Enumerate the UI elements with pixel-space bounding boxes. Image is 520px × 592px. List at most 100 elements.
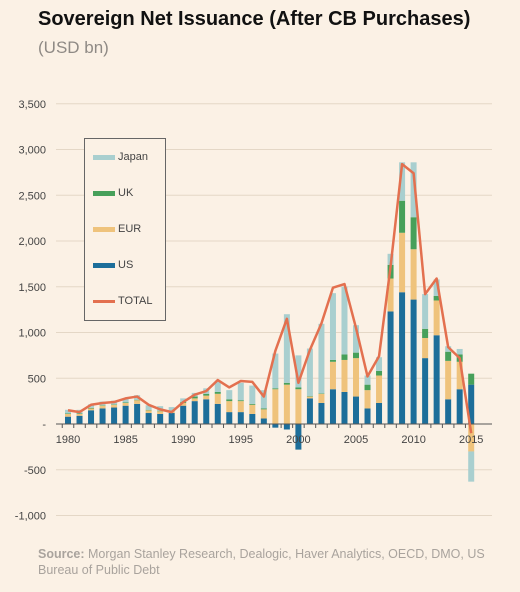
bar-us-1999 bbox=[283, 424, 290, 430]
bar-eur-1992 bbox=[203, 395, 210, 400]
bar-japan-2007 bbox=[376, 357, 383, 371]
bar-eur-1994 bbox=[226, 401, 233, 413]
bar-japan-1987 bbox=[145, 405, 152, 410]
bar-japan-2005 bbox=[353, 325, 359, 353]
x-tick-label: 1990 bbox=[171, 434, 195, 446]
bar-eur-1993 bbox=[214, 393, 221, 404]
bar-us-1980 bbox=[65, 416, 71, 424]
legend-swatch-eur bbox=[93, 226, 115, 232]
bar-us-2007 bbox=[376, 402, 383, 424]
bar-us-2011 bbox=[422, 358, 429, 424]
bar-japan-2006 bbox=[364, 375, 371, 385]
legend-swatch-total bbox=[93, 299, 115, 303]
bar-eur-2011 bbox=[422, 337, 429, 359]
bar-eur-1987 bbox=[145, 410, 152, 414]
bar-uk-1980 bbox=[65, 413, 71, 414]
bar-japan-1997 bbox=[260, 390, 267, 409]
bar-japan-1995 bbox=[237, 382, 244, 401]
x-tick-label: 1985 bbox=[113, 434, 137, 446]
bar-eur-2012 bbox=[433, 300, 440, 336]
bar-eur-2006 bbox=[364, 390, 371, 409]
y-tick-label: 500 bbox=[28, 373, 46, 385]
bar-us-2010 bbox=[410, 299, 417, 424]
y-tick-label: 1,000 bbox=[18, 328, 46, 340]
legend-label-uk: UK bbox=[118, 187, 134, 199]
x-tick-label: 2005 bbox=[344, 434, 368, 446]
bar-eur-1996 bbox=[249, 404, 256, 414]
bar-eur-1997 bbox=[260, 409, 267, 419]
y-tick-label: - bbox=[42, 419, 46, 431]
legend-item-uk: UK bbox=[93, 187, 133, 199]
bar-uk-1996 bbox=[249, 403, 256, 405]
y-tick-label: -500 bbox=[24, 465, 46, 477]
bar-uk-1984 bbox=[111, 404, 118, 405]
bar-japan-1985 bbox=[122, 398, 129, 403]
legend-item-us: US bbox=[93, 259, 133, 271]
legend-label-eur: EUR bbox=[118, 223, 142, 235]
bar-japan-2014 bbox=[456, 348, 463, 355]
y-tick-labels: 3,500 3,000 2,500 2,000 1,500 1,000 500 - -500 -1… bbox=[15, 99, 47, 523]
bar-us-2003 bbox=[329, 389, 336, 424]
bar-us-1998 bbox=[272, 424, 279, 428]
legend-item-total: TOTAL bbox=[93, 295, 152, 307]
bar-eur-1990 bbox=[180, 402, 187, 406]
bar-japan-1998 bbox=[272, 353, 279, 389]
bar-us-2015 bbox=[468, 384, 475, 424]
total-line-path bbox=[67, 162, 473, 434]
bar-japan-1989 bbox=[168, 407, 175, 411]
chart-subtitle: (USD bn) bbox=[38, 38, 109, 57]
bar-japan-2004 bbox=[341, 286, 348, 355]
bar-eur-1984 bbox=[111, 404, 118, 408]
bar-uk-1981 bbox=[76, 413, 83, 414]
x-tick-label: 2015 bbox=[459, 434, 483, 446]
bar-eur-1986 bbox=[134, 400, 141, 404]
bar-eur-2002 bbox=[318, 393, 325, 403]
legend-label-japan: Japan bbox=[118, 151, 148, 163]
bar-japan-2011 bbox=[422, 294, 429, 329]
bar-us-1987 bbox=[145, 413, 152, 424]
bar-uk-2000 bbox=[295, 387, 302, 390]
x-tick-label: 1980 bbox=[56, 434, 80, 446]
bar-uk-1998 bbox=[272, 388, 279, 390]
bar-us-1994 bbox=[226, 412, 233, 424]
bar-japan-1999 bbox=[283, 314, 290, 383]
bar-eur-2000 bbox=[295, 389, 302, 424]
bar-us-2009 bbox=[399, 292, 406, 424]
bar-japan-2010 bbox=[410, 162, 417, 218]
bar-eur-1995 bbox=[237, 401, 244, 413]
bar-uk-2015 bbox=[468, 373, 475, 385]
legend-swatch-japan bbox=[93, 154, 115, 160]
bar-uk-1994 bbox=[226, 399, 233, 402]
bar-uk-2011 bbox=[422, 328, 429, 338]
bar-uk-1995 bbox=[237, 400, 244, 402]
bar-uk-1999 bbox=[283, 382, 290, 385]
bar-us-2014 bbox=[456, 389, 463, 424]
y-tick-label: 2,000 bbox=[18, 236, 46, 248]
bar-us-2013 bbox=[445, 399, 452, 424]
bar-uk-2009 bbox=[399, 200, 406, 233]
bar-uk-2006 bbox=[364, 384, 371, 391]
bar-uk-1986 bbox=[134, 399, 141, 401]
bar-us-1983 bbox=[99, 408, 106, 424]
bar-eur-1991 bbox=[191, 398, 198, 402]
bar-us-1997 bbox=[260, 418, 267, 424]
bar-us-1984 bbox=[111, 407, 118, 424]
bar-us-2008 bbox=[387, 311, 394, 424]
bar-uk-1987 bbox=[145, 409, 152, 411]
legend-label-us: US bbox=[118, 259, 134, 271]
bar-uk-2010 bbox=[410, 217, 417, 250]
bar-uk-2001 bbox=[306, 396, 313, 397]
bar-uk-2012 bbox=[433, 295, 440, 301]
bar-us-2004 bbox=[341, 391, 348, 424]
total-line bbox=[67, 162, 473, 434]
bar-us-2005 bbox=[353, 396, 359, 424]
bar-us-1991 bbox=[191, 401, 198, 424]
y-tick-label: 2,500 bbox=[18, 190, 46, 202]
bar-eur-2013 bbox=[445, 360, 452, 400]
bar-japan-2003 bbox=[329, 293, 336, 360]
bar-uk-2007 bbox=[376, 370, 383, 376]
bar-us-1985 bbox=[122, 405, 129, 424]
y-tick-label: 1,500 bbox=[18, 282, 46, 294]
chart-title: Sovereign Net Issuance (After CB Purchas… bbox=[38, 8, 471, 30]
